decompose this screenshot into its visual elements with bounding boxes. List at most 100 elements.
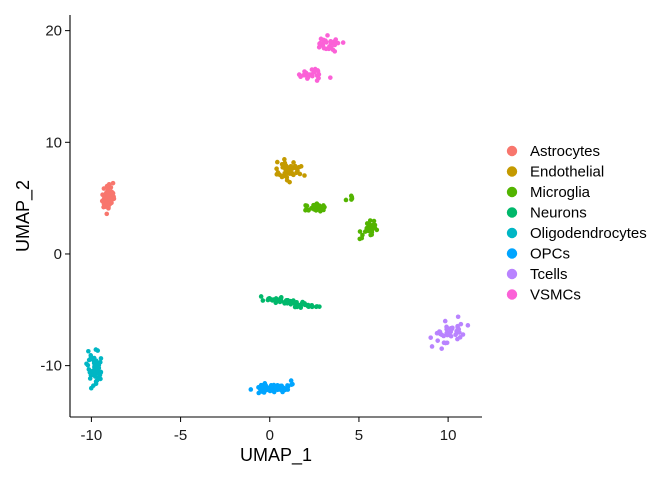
data-point xyxy=(349,197,354,202)
data-point xyxy=(450,325,455,331)
data-point xyxy=(101,204,106,210)
data-point xyxy=(291,160,296,165)
data-point xyxy=(273,386,279,392)
data-point xyxy=(302,302,308,308)
data-point xyxy=(302,173,307,178)
data-point xyxy=(328,38,333,44)
legend-key-neurons xyxy=(506,207,518,218)
data-point xyxy=(428,335,434,340)
data-point xyxy=(288,378,294,383)
data-point xyxy=(367,218,373,223)
data-point xyxy=(90,368,96,374)
data-point xyxy=(88,385,94,391)
data-point xyxy=(313,208,319,213)
data-point xyxy=(303,207,308,213)
series-microglia xyxy=(303,193,380,242)
data-point xyxy=(311,70,317,75)
legend-label-astrocytes: Astrocytes xyxy=(530,143,600,160)
data-point xyxy=(442,318,448,324)
data-point xyxy=(458,321,464,327)
data-point xyxy=(282,157,287,162)
data-point xyxy=(292,304,298,310)
data-point xyxy=(274,166,279,171)
data-point xyxy=(86,357,92,363)
points-layer xyxy=(84,33,471,396)
data-point xyxy=(444,324,449,330)
series-endothelial xyxy=(274,157,307,185)
data-point xyxy=(104,201,110,206)
data-point xyxy=(93,379,99,384)
x-ticks: -10 -5 0 5 10 xyxy=(81,417,456,444)
data-point xyxy=(95,348,101,353)
data-point xyxy=(110,180,116,186)
data-point xyxy=(275,159,280,165)
y-axis-title: UMAP_2 xyxy=(13,180,34,252)
legend-key-endothelial xyxy=(506,166,518,177)
data-point xyxy=(104,183,110,189)
data-point xyxy=(456,326,462,332)
data-point xyxy=(369,227,375,232)
data-point xyxy=(290,299,296,304)
y-ticks: -10 0 10 20 xyxy=(40,23,70,375)
data-point xyxy=(324,40,329,45)
y-tick-label: 20 xyxy=(45,23,62,40)
data-point xyxy=(287,171,293,176)
data-point xyxy=(289,382,294,387)
series-opcs xyxy=(248,378,295,396)
legend-label-tcells: Tcells xyxy=(530,266,568,283)
data-point xyxy=(359,235,365,241)
data-point xyxy=(331,42,337,47)
data-point xyxy=(309,206,314,211)
data-point xyxy=(256,390,262,396)
data-point xyxy=(302,69,307,74)
data-point xyxy=(109,191,115,196)
data-point xyxy=(109,200,114,206)
data-point xyxy=(330,47,336,53)
data-point xyxy=(278,296,284,302)
legend-label-opcs: OPCs xyxy=(530,246,570,263)
data-point xyxy=(310,73,315,79)
y-tick-label: 10 xyxy=(45,134,62,151)
legend-key-vsmcs xyxy=(506,289,518,300)
data-point xyxy=(371,218,377,224)
legend-key-tcells xyxy=(506,268,518,280)
data-point xyxy=(315,68,321,73)
series-oligodendrocytes xyxy=(84,347,104,391)
data-point xyxy=(316,75,321,81)
data-point xyxy=(88,353,94,358)
data-point xyxy=(435,338,441,343)
legend-key-oligodendrocytes xyxy=(506,227,518,239)
data-point xyxy=(274,172,280,177)
data-point xyxy=(284,300,290,306)
data-point xyxy=(317,304,322,309)
x-axis-title: UMAP_1 xyxy=(240,445,312,466)
data-point xyxy=(91,359,97,365)
data-point xyxy=(258,294,264,299)
data-point xyxy=(444,331,450,337)
data-point xyxy=(298,74,303,80)
data-point xyxy=(106,194,112,199)
data-point xyxy=(277,383,283,389)
legend: Astrocytes Endothelial Microglia Neurons Oli… xyxy=(506,143,647,304)
legend-label-endothelial: Endothelial xyxy=(530,164,604,181)
data-point xyxy=(465,323,471,328)
series-vsmcs xyxy=(296,33,346,83)
data-point xyxy=(320,40,326,46)
data-point xyxy=(287,179,292,185)
y-tick-label: 0 xyxy=(54,246,62,263)
data-point xyxy=(89,372,95,378)
data-point xyxy=(343,197,349,203)
data-point xyxy=(260,298,266,303)
data-point xyxy=(309,302,315,308)
data-point xyxy=(357,229,363,234)
data-point xyxy=(327,44,332,49)
series-neurons xyxy=(258,294,322,310)
data-point xyxy=(96,362,102,368)
data-point xyxy=(312,203,317,209)
x-tick-label: -5 xyxy=(174,427,187,444)
data-point xyxy=(91,355,97,361)
data-point xyxy=(96,374,102,380)
data-point xyxy=(325,33,330,38)
y-tick-label: -10 xyxy=(40,358,62,375)
